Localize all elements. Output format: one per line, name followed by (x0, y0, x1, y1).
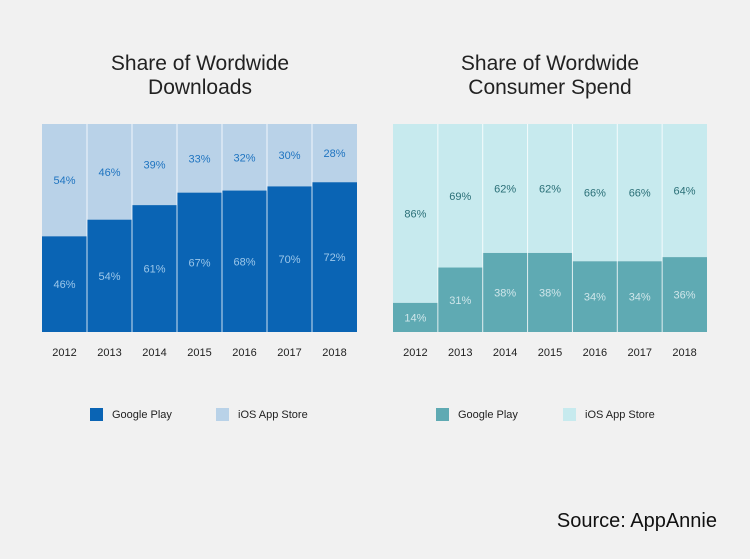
x-tick-label: 2015 (538, 347, 562, 359)
data-label-ios: 62% (539, 183, 561, 195)
data-label-google-play: 72% (323, 252, 345, 264)
legend-item-google-play: Google Play (90, 408, 172, 421)
data-label-google-play: 38% (539, 287, 561, 299)
bar-google-play-2017 (617, 261, 663, 332)
data-label-google-play: 61% (143, 264, 165, 276)
data-label-ios: 62% (494, 183, 516, 195)
legend-label-google-play: Google Play (458, 408, 518, 421)
legend-swatch-google-play (436, 408, 449, 421)
bar-ios-2016 (222, 124, 267, 191)
x-tick-label: 2018 (672, 347, 696, 359)
bar-google-play-2014 (132, 205, 177, 332)
bar-ios-2018 (312, 124, 357, 183)
data-label-ios: 28% (323, 148, 345, 160)
legend-label-ios-app-store: iOS App Store (238, 408, 308, 421)
bar-google-play-2015 (527, 252, 573, 332)
bar-google-play-2016 (222, 190, 267, 332)
legend-item-google-play: Google Play (436, 408, 518, 421)
data-label-google-play: 14% (404, 312, 426, 324)
legend-swatch-ios-app-store (216, 408, 229, 421)
spend-title-line1: Share of Wordwide (460, 52, 640, 75)
bar-ios-2012 (42, 124, 87, 237)
data-label-google-play: 36% (674, 290, 696, 302)
bar-google-play-2018 (312, 182, 357, 332)
x-tick-label: 2017 (277, 347, 301, 359)
data-label-ios: 66% (629, 188, 651, 200)
source-caption: Source: AppAnnie (556, 510, 717, 532)
data-label-google-play: 68% (233, 256, 255, 268)
bar-google-play-2015 (177, 192, 222, 332)
x-tick-label: 2015 (187, 347, 211, 359)
x-tick-label: 2012 (52, 347, 76, 359)
bar-google-play-2012 (42, 236, 87, 332)
data-label-ios: 64% (674, 186, 696, 198)
legend-item-ios-app-store: iOS App Store (563, 408, 655, 421)
data-label-ios: 86% (404, 208, 426, 220)
data-label-ios: 69% (449, 191, 471, 203)
stacked-bar-charts: 46% 54% 2012 54% 46% 2013 61% 39% 2014 67% 33% 2015… (42, 124, 707, 359)
bar-google-play-2012 (393, 302, 438, 332)
x-tick-label: 2017 (627, 347, 651, 359)
chart-downloads: 46% 54% 2012 54% 46% 2013 61% 39% 2014 67% 33% 2015… (42, 124, 357, 359)
bar-google-play-2014 (482, 252, 528, 332)
bar-ios-2015 (527, 124, 573, 253)
x-tick-label: 2013 (448, 347, 472, 359)
legend-label-ios-app-store: iOS App Store (585, 408, 655, 421)
spend-title-line2: Consumer Spend (468, 76, 632, 99)
legend-label-google-play: Google Play (112, 408, 172, 421)
x-tick-label: 2016 (583, 347, 607, 359)
data-label-google-play: 70% (278, 254, 300, 266)
bar-google-play-2013 (437, 267, 483, 332)
bar-ios-2013 (87, 124, 132, 220)
x-tick-label: 2012 (403, 347, 427, 359)
bar-ios-2015 (177, 124, 222, 193)
x-tick-label: 2018 (322, 347, 346, 359)
data-label-ios: 39% (143, 160, 165, 172)
bar-google-play-2016 (572, 261, 618, 332)
data-label-ios: 33% (188, 153, 210, 165)
data-label-google-play: 34% (584, 292, 606, 304)
data-label-google-play: 38% (494, 287, 516, 299)
x-tick-label: 2014 (493, 347, 517, 359)
data-label-google-play: 67% (188, 257, 210, 269)
data-label-ios: 54% (53, 175, 75, 187)
legend-swatch-ios-app-store (563, 408, 576, 421)
bar-ios-2018 (662, 124, 707, 258)
bar-google-play-2018 (662, 257, 707, 332)
data-label-ios: 32% (233, 152, 255, 164)
data-label-ios: 46% (98, 167, 120, 179)
bar-google-play-2017 (267, 186, 312, 332)
x-tick-label: 2013 (97, 347, 121, 359)
data-label-google-play: 31% (449, 295, 471, 307)
bar-ios-2017 (267, 124, 312, 187)
x-tick-label: 2016 (232, 347, 256, 359)
bar-ios-2012 (393, 124, 438, 303)
data-label-google-play: 54% (98, 271, 120, 283)
bar-ios-2013 (437, 124, 483, 268)
x-tick-label: 2014 (142, 347, 166, 359)
bar-google-play-2013 (87, 219, 132, 332)
downloads-title-line2: Downloads (148, 76, 252, 99)
bar-ios-2014 (482, 124, 528, 253)
data-label-ios: 66% (584, 188, 606, 200)
spend-chart-title: Share of Wordwide Consumer Spend (400, 52, 700, 100)
data-label-google-play: 46% (53, 279, 75, 291)
legend-swatch-google-play (90, 408, 103, 421)
bar-ios-2017 (617, 124, 663, 262)
downloads-title-line1: Share of Wordwide (110, 52, 290, 75)
downloads-chart-title: Share of Wordwide Downloads (50, 52, 350, 100)
data-label-google-play: 34% (629, 292, 651, 304)
bar-ios-2016 (572, 124, 618, 262)
data-label-ios: 30% (278, 150, 300, 162)
legend-item-ios-app-store: iOS App Store (216, 408, 308, 421)
chart-consumer-spend: 14% 86% 2012 31% 69% 2013 38% 62% 2014 38% 62% 2015… (393, 124, 707, 359)
bar-ios-2014 (132, 124, 177, 206)
